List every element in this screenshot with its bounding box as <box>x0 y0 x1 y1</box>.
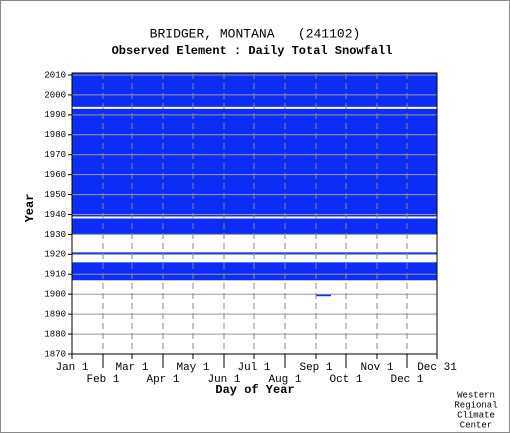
x-tick-label: Dec 31 <box>417 362 457 374</box>
y-tick-label: 1940 <box>44 210 66 220</box>
x-tick-label: Feb 1 <box>86 374 119 386</box>
y-tick-label: 1990 <box>44 110 66 120</box>
x-tick-label: Oct 1 <box>329 374 362 386</box>
y-tick-label: 1870 <box>44 349 66 359</box>
y-tick-label: 1890 <box>44 310 66 320</box>
data-block <box>316 294 331 297</box>
y-tick-label: 1980 <box>44 130 66 140</box>
y-tick-label: 1930 <box>44 230 66 240</box>
y-tick-label: 1910 <box>44 270 66 280</box>
x-tick-label: Apr 1 <box>146 374 179 386</box>
x-axis-label: Day of Year <box>215 383 294 397</box>
x-tick-label: Aug 1 <box>268 374 301 386</box>
y-tick-label: 1900 <box>44 290 66 300</box>
y-axis-label: Year <box>23 194 37 223</box>
x-tick-label: Nov 1 <box>360 362 393 374</box>
y-tick-label: 2000 <box>44 90 66 100</box>
credit-line: Center <box>460 420 492 430</box>
y-tick-label: 1920 <box>44 250 66 260</box>
y-tick-label: 1960 <box>44 170 66 180</box>
x-tick-label: Sep 1 <box>299 362 332 374</box>
credit-line: Climate <box>457 410 495 420</box>
x-tick-label: Mar 1 <box>115 362 148 374</box>
x-tick-label: Dec 1 <box>390 374 423 386</box>
y-tick-label: 1950 <box>44 190 66 200</box>
y-tick-label: 2010 <box>44 70 66 80</box>
x-tick-label: Jan 1 <box>55 362 88 374</box>
plot-border <box>71 72 438 355</box>
credit-line: Western <box>457 390 495 400</box>
x-tick-label: Jul 1 <box>237 362 270 374</box>
x-tick-label: May 1 <box>176 362 209 374</box>
chart-subtitle: Observed Element : Daily Total Snowfall <box>112 44 393 58</box>
y-tick-label: 1970 <box>44 150 66 160</box>
y-tick-label: 1880 <box>44 329 66 339</box>
chart-title: BRIDGER, MONTANA (241102) <box>150 26 361 41</box>
credit-line: Regional <box>454 400 497 410</box>
x-tick-label: Jun 1 <box>207 374 240 386</box>
